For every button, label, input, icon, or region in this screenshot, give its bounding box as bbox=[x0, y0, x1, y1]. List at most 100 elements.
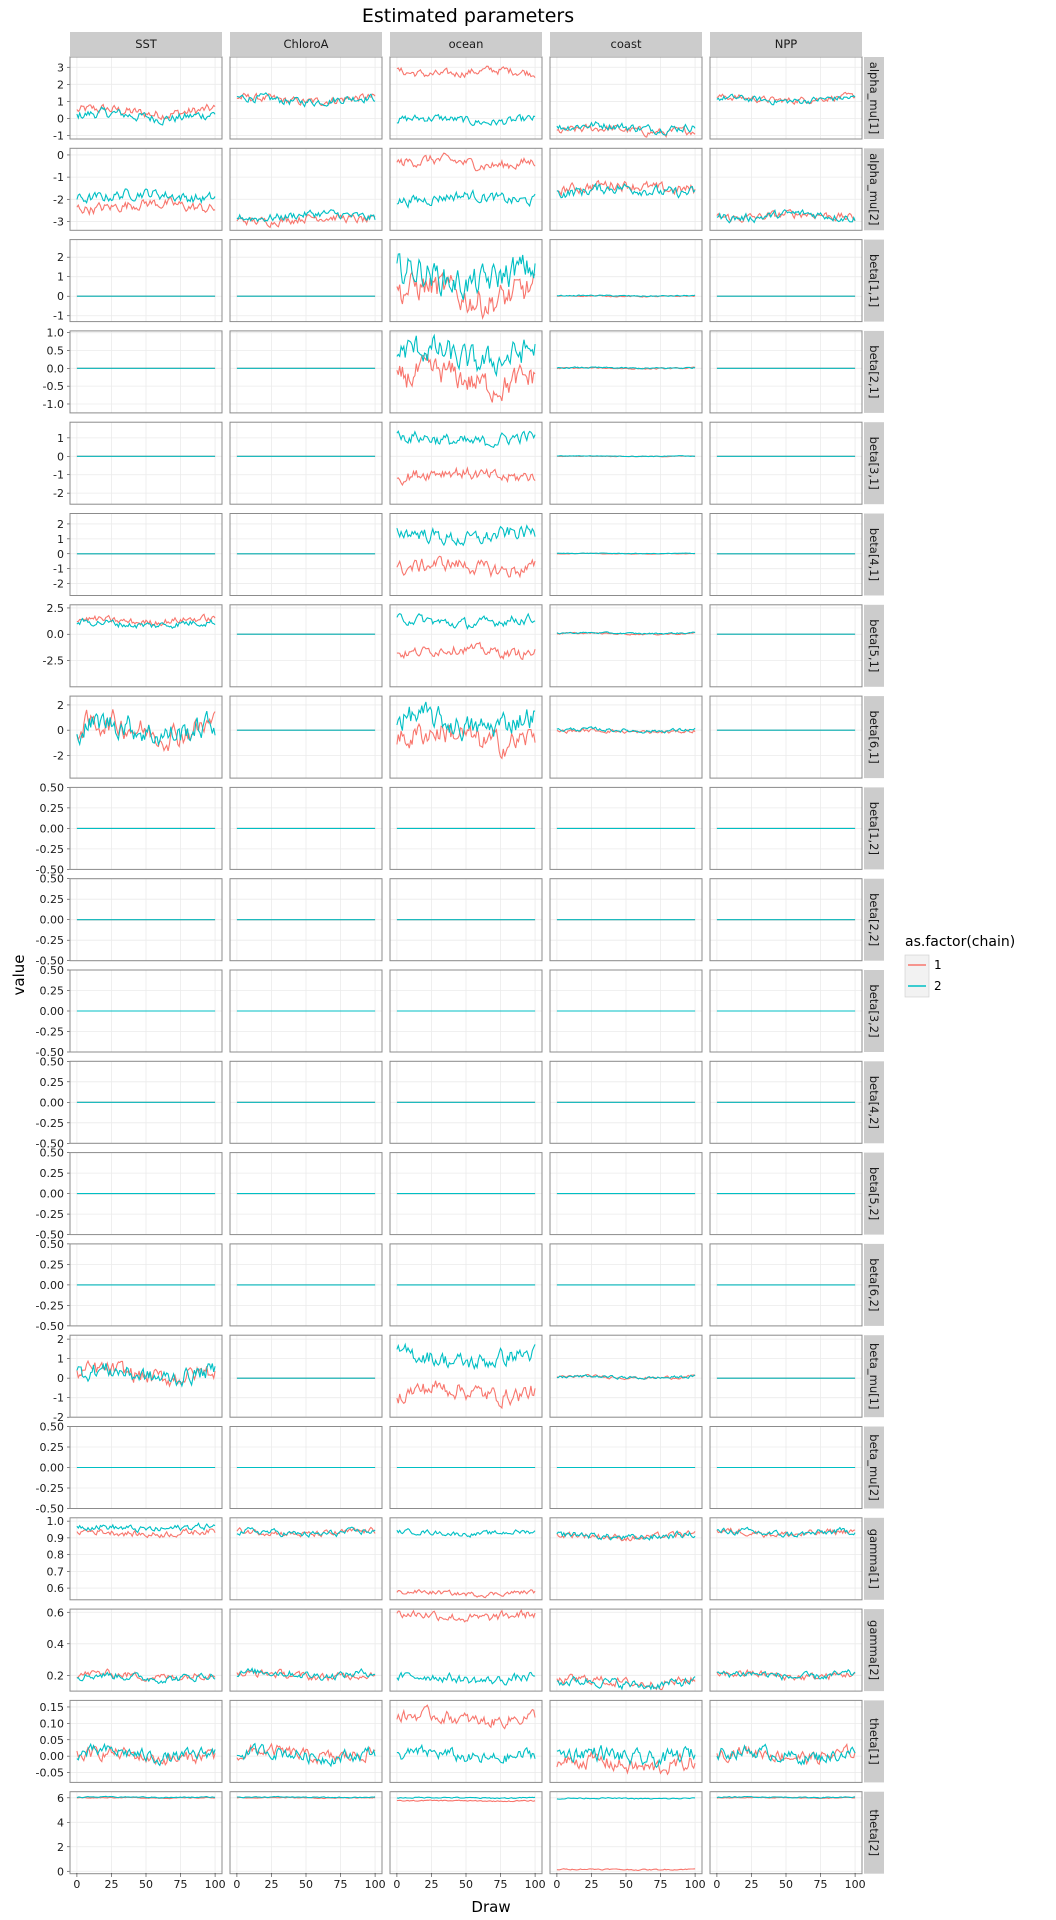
series-line-chain-2 bbox=[716, 208, 856, 224]
facet-panel bbox=[69, 330, 223, 414]
facet-panel bbox=[229, 604, 383, 688]
panel-border bbox=[229, 1243, 383, 1327]
panel-border bbox=[69, 56, 223, 140]
y-tick-label: -2.5 bbox=[43, 655, 64, 668]
row-strip-label: beta[5,1] bbox=[867, 619, 881, 672]
column-strip bbox=[70, 32, 222, 56]
y-tick-label: 2.5 bbox=[47, 602, 65, 615]
legend-label-chain-1: 1 bbox=[934, 958, 942, 972]
row-strip-label: gamma[1] bbox=[867, 1529, 881, 1589]
facet-panel bbox=[709, 1152, 863, 1236]
facet-panel bbox=[709, 330, 863, 414]
facet-panel bbox=[69, 1060, 223, 1144]
facet-panel bbox=[389, 695, 543, 779]
facet-panel bbox=[389, 786, 543, 870]
row-strip bbox=[864, 330, 884, 413]
x-tick-label: 50 bbox=[779, 1878, 793, 1891]
y-tick-label: 0 bbox=[57, 724, 64, 737]
y-tick-label: -0.25 bbox=[36, 1482, 64, 1495]
facet-panel bbox=[709, 969, 863, 1053]
y-tick-label: -0.50 bbox=[36, 1320, 64, 1333]
series-line-chain-2 bbox=[76, 1795, 216, 1799]
x-tick-label: 100 bbox=[845, 1878, 866, 1891]
panel-border bbox=[549, 1517, 703, 1601]
facet-panel bbox=[229, 1152, 383, 1236]
series-line-chain-1 bbox=[556, 1751, 696, 1776]
panel-border bbox=[69, 1426, 223, 1509]
panel-border bbox=[549, 1426, 703, 1509]
facet-panel bbox=[69, 604, 223, 688]
panel-border bbox=[549, 786, 703, 870]
panel-border bbox=[549, 330, 703, 414]
legend-label-chain-2: 2 bbox=[934, 979, 942, 993]
facet-panel bbox=[389, 513, 543, 596]
series-line-chain-2 bbox=[396, 1796, 536, 1800]
facet-panel bbox=[69, 1243, 223, 1327]
series-line-chain-1 bbox=[76, 613, 216, 627]
facet-panel bbox=[229, 147, 383, 231]
x-tick-label: 0 bbox=[233, 1878, 240, 1891]
y-tick-label: -0.5 bbox=[43, 380, 64, 393]
y-tick-label: 1 bbox=[57, 1353, 64, 1366]
y-tick-label: 0.50 bbox=[40, 781, 65, 794]
series-line-chain-2 bbox=[716, 1526, 856, 1538]
panel-border bbox=[229, 604, 383, 688]
row-strip-label: beta[4,2] bbox=[867, 1076, 881, 1129]
x-tick-label: 0 bbox=[713, 1878, 720, 1891]
facet-panel bbox=[69, 1152, 223, 1236]
panel-border bbox=[549, 604, 703, 688]
facet-panel bbox=[709, 695, 863, 779]
series-line-chain-1 bbox=[556, 631, 696, 636]
y-tick-label: 0.00 bbox=[40, 1188, 65, 1201]
panel-border bbox=[709, 969, 863, 1053]
y-tick-label: -2 bbox=[53, 193, 64, 206]
facet-panel bbox=[389, 878, 543, 962]
panel-border bbox=[69, 878, 223, 962]
facet-panel bbox=[229, 1060, 383, 1144]
row-strip bbox=[864, 1061, 884, 1144]
y-tick-label: -0.50 bbox=[36, 1046, 64, 1059]
y-tick-label: -0.25 bbox=[36, 843, 64, 856]
facet-panel bbox=[549, 330, 703, 414]
facet-panel bbox=[69, 695, 223, 779]
series-line-chain-1 bbox=[396, 466, 536, 487]
y-tick-label: -0.50 bbox=[36, 1137, 64, 1150]
y-tick-label: -0.50 bbox=[36, 863, 64, 876]
facet-panel bbox=[389, 147, 543, 231]
panel-border bbox=[709, 239, 863, 323]
series-line-chain-2 bbox=[556, 1530, 696, 1541]
facet-panel bbox=[229, 1426, 383, 1509]
y-axis-title: value bbox=[10, 955, 28, 996]
facet-panel bbox=[389, 1699, 543, 1783]
facet-panel bbox=[229, 239, 383, 323]
legend-key-box bbox=[904, 954, 930, 998]
facet-panel bbox=[69, 1699, 223, 1783]
y-tick-label: 2 bbox=[57, 699, 64, 712]
facet-panel bbox=[709, 1608, 863, 1692]
y-tick-label: 0.6 bbox=[47, 1582, 65, 1595]
series-line-chain-2 bbox=[396, 1671, 536, 1686]
row-strip-label: beta[5,2] bbox=[867, 1167, 881, 1220]
series-line-chain-2 bbox=[556, 1675, 696, 1691]
row-strip bbox=[864, 1243, 884, 1326]
series-line-chain-1 bbox=[396, 641, 536, 661]
series-line-chain-1 bbox=[236, 1742, 376, 1766]
panel-border bbox=[69, 969, 223, 1053]
y-tick-label: 0.25 bbox=[40, 1167, 65, 1180]
row-strip-label: beta[1,1] bbox=[867, 254, 881, 307]
series-line-chain-2 bbox=[556, 1373, 696, 1380]
y-tick-label: -1 bbox=[53, 130, 64, 143]
y-tick-label: 0.00 bbox=[40, 1462, 65, 1475]
series-line-chain-1 bbox=[396, 152, 536, 172]
y-tick-label: -0.25 bbox=[36, 1208, 64, 1221]
y-tick-label: -0.25 bbox=[36, 1026, 64, 1039]
facet-panel bbox=[709, 1517, 863, 1601]
y-tick-label: 0.8 bbox=[47, 1549, 65, 1562]
facet-panel bbox=[389, 239, 543, 323]
series-line-chain-2 bbox=[76, 188, 216, 205]
facet-panel bbox=[549, 878, 703, 962]
y-tick-label: 6 bbox=[57, 1792, 64, 1805]
panel-border bbox=[549, 878, 703, 962]
panel-border bbox=[69, 147, 223, 231]
